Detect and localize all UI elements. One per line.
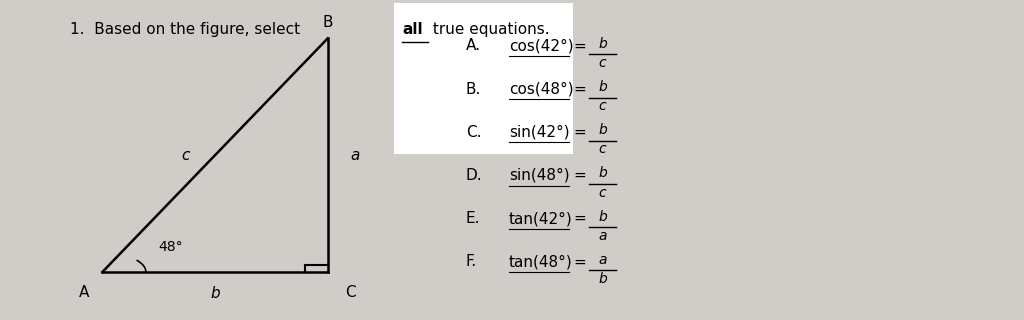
Text: b: b bbox=[598, 37, 607, 51]
Text: =: = bbox=[573, 82, 587, 97]
Text: E.: E. bbox=[466, 211, 480, 226]
Text: =: = bbox=[573, 38, 587, 53]
Text: c: c bbox=[181, 148, 189, 163]
Text: tan(42°): tan(42°) bbox=[509, 211, 572, 226]
Text: true equations.: true equations. bbox=[428, 22, 550, 37]
Text: B.: B. bbox=[466, 82, 481, 97]
Text: A: A bbox=[79, 285, 89, 300]
Text: b: b bbox=[598, 80, 607, 94]
Text: a: a bbox=[598, 253, 607, 267]
Text: F.: F. bbox=[466, 254, 477, 269]
Text: C.: C. bbox=[466, 125, 481, 140]
Text: A.: A. bbox=[466, 38, 481, 53]
Bar bbox=[394, 3, 573, 154]
Text: 48°: 48° bbox=[159, 240, 183, 254]
Text: C: C bbox=[345, 285, 355, 300]
Text: D.: D. bbox=[466, 168, 482, 183]
Text: =: = bbox=[573, 211, 587, 226]
Text: sin(42°): sin(42°) bbox=[509, 125, 569, 140]
Text: c: c bbox=[599, 56, 606, 70]
Text: b: b bbox=[598, 166, 607, 180]
Text: =: = bbox=[573, 168, 587, 183]
Text: c: c bbox=[599, 186, 606, 200]
Text: cos(42°): cos(42°) bbox=[509, 38, 573, 53]
Text: b: b bbox=[598, 210, 607, 224]
Text: a: a bbox=[350, 148, 359, 163]
Text: 1.  Based on the figure, select: 1. Based on the figure, select bbox=[70, 22, 304, 37]
Text: sin(48°): sin(48°) bbox=[509, 168, 569, 183]
Text: b: b bbox=[598, 272, 607, 286]
Text: all: all bbox=[402, 22, 423, 37]
Text: B: B bbox=[323, 15, 333, 30]
Text: c: c bbox=[599, 99, 606, 113]
Text: =: = bbox=[573, 125, 587, 140]
Text: b: b bbox=[210, 286, 220, 301]
Text: =: = bbox=[573, 254, 587, 269]
Text: tan(48°): tan(48°) bbox=[509, 254, 572, 269]
Text: c: c bbox=[599, 142, 606, 156]
Text: a: a bbox=[598, 229, 607, 243]
Text: b: b bbox=[598, 123, 607, 137]
Text: cos(48°): cos(48°) bbox=[509, 82, 573, 97]
